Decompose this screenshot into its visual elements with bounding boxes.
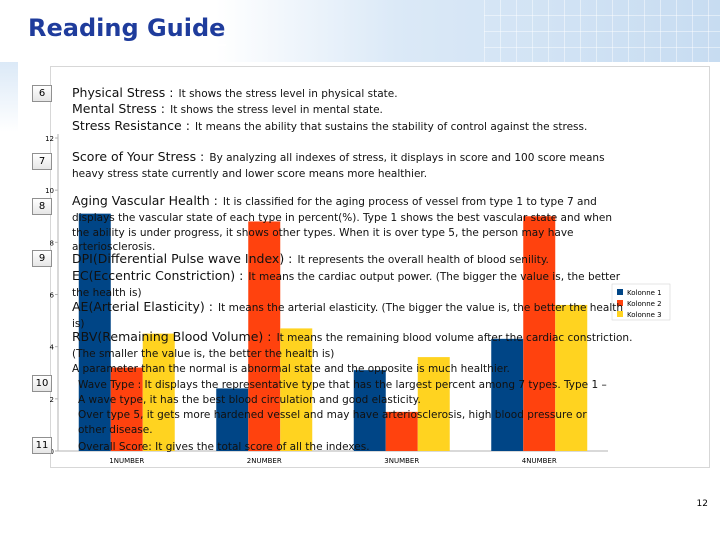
item-ae: AE(Arterial Elasticity) : It means the a… xyxy=(72,296,623,315)
item-desc: It means the ability that sustains the s… xyxy=(195,121,588,133)
item-desc: Overall Score: It gives the total score … xyxy=(78,441,370,453)
header-grid-decoration xyxy=(484,0,720,62)
item-desc: the ability is under progress, it shows … xyxy=(72,227,574,239)
bar-3 xyxy=(142,333,175,451)
x-tick-label: 2NUMBER xyxy=(247,457,282,465)
marker-6: 6 xyxy=(32,85,52,102)
y-tick-label: 2 xyxy=(50,396,54,404)
item-key: Mental Stress : xyxy=(72,101,166,116)
legend-swatch xyxy=(617,300,623,306)
y-tick-label: 10 xyxy=(45,187,54,195)
item-wave-type-line4: other disease. xyxy=(78,418,153,437)
marker-8: 8 xyxy=(32,198,52,215)
legend-label: Kolonne 3 xyxy=(627,311,662,319)
item-physical-stress: Physical Stress : It shows the stress le… xyxy=(72,82,398,101)
y-tick-label: 12 xyxy=(45,135,54,143)
item-key: EC(Eccentric Constriction) : xyxy=(72,268,244,283)
y-tick-label: 4 xyxy=(50,344,55,352)
marker-7: 7 xyxy=(32,153,52,170)
item-desc: (The smaller the value is, the better th… xyxy=(72,348,335,360)
header-band xyxy=(0,0,720,62)
item-desc: It means the remaining blood volume afte… xyxy=(276,332,633,344)
item-ec-line2: the health is) xyxy=(72,281,142,300)
item-stress-resistance: Stress Resistance : It means the ability… xyxy=(72,115,587,134)
item-key: Score of Your Stress : xyxy=(72,149,205,164)
legend-label: Kolonne 1 xyxy=(627,289,662,297)
marker-10: 10 xyxy=(32,375,52,392)
bar-2 xyxy=(385,411,418,451)
bar-3 xyxy=(280,328,313,451)
item-score-line2: heavy stress state currently and lower s… xyxy=(72,162,427,181)
legend-label: Kolonne 2 xyxy=(627,300,662,308)
item-desc: It represents the overall health of bloo… xyxy=(297,254,549,266)
item-score: Score of Your Stress : By analyzing all … xyxy=(72,146,605,165)
item-desc: A parameter than the normal is abnormal … xyxy=(72,363,510,375)
item-desc: is) xyxy=(72,318,85,330)
bar-2 xyxy=(248,221,281,451)
x-tick-label: 4NUMBER xyxy=(522,457,557,465)
item-desc: displays the vascular state of each type… xyxy=(72,212,613,224)
item-key: Aging Vascular Health : xyxy=(72,193,218,208)
item-aging-line3: the ability is under progress, it shows … xyxy=(72,221,574,240)
item-desc: It is classified for the aging process o… xyxy=(222,196,597,208)
bar-1 xyxy=(353,370,386,451)
item-key: Stress Resistance : xyxy=(72,118,190,133)
item-overall-score: Overall Score: It gives the total score … xyxy=(78,435,370,454)
bar-2 xyxy=(523,216,556,451)
item-key: DPI(Differential Pulse wave Index) : xyxy=(72,251,293,266)
x-tick-label: 3NUMBER xyxy=(384,457,419,465)
item-desc: It shows the stress level in physical st… xyxy=(178,88,398,100)
bar-1 xyxy=(491,338,524,451)
item-key: Physical Stress : xyxy=(72,85,174,100)
item-desc: A wave type, it has the best blood circu… xyxy=(78,394,421,406)
page-title: Reading Guide xyxy=(28,14,226,42)
item-rbv: RBV(Remaining Blood Volume) : It means t… xyxy=(72,326,632,345)
marker-11: 11 xyxy=(32,437,52,454)
item-desc: heavy stress state currently and lower s… xyxy=(72,168,428,180)
left-accent-bar xyxy=(0,62,18,132)
item-dpi: DPI(Differential Pulse wave Index) : It … xyxy=(72,248,549,267)
item-wave-type: Wave Type : It displays the representati… xyxy=(78,373,607,392)
y-tick-label: 6 xyxy=(50,292,55,300)
item-wave-type-line2: A wave type, it has the best blood circu… xyxy=(78,388,421,407)
item-desc: the health is) xyxy=(72,287,142,299)
item-aging: Aging Vascular Health : It is classified… xyxy=(72,190,597,209)
item-wave-type-line3: Over type 5, it gets more hardened vesse… xyxy=(78,403,587,422)
x-tick-label: 1NUMBER xyxy=(109,457,144,465)
item-rbv-line3: A parameter than the normal is abnormal … xyxy=(72,357,510,376)
item-key: AE(Arterial Elasticity) : xyxy=(72,299,213,314)
item-ec: EC(Eccentric Constriction) : It means th… xyxy=(72,265,620,284)
item-desc: Wave Type : It displays the representati… xyxy=(78,379,607,391)
item-desc: It means the cardiac output power. (The … xyxy=(248,271,621,283)
item-key: RBV(Remaining Blood Volume) : xyxy=(72,329,272,344)
item-mental-stress: Mental Stress : It shows the stress leve… xyxy=(72,98,383,117)
bar-2 xyxy=(110,367,143,451)
item-desc: By analyzing all indexes of stress, it d… xyxy=(209,152,605,164)
item-desc: It means the arterial elasticity. (The b… xyxy=(218,302,624,314)
legend-swatch xyxy=(617,289,623,295)
title-underline xyxy=(26,44,226,46)
item-ae-line2: is) xyxy=(72,312,84,331)
item-desc: It shows the stress level in mental stat… xyxy=(170,104,383,116)
bar-3 xyxy=(555,304,588,451)
bar-1 xyxy=(78,213,111,451)
bar-3 xyxy=(417,357,450,451)
y-tick-label: 8 xyxy=(50,239,54,247)
item-aging-line2: displays the vascular state of each type… xyxy=(72,206,612,225)
page-number: 12 xyxy=(696,499,708,509)
marker-9: 9 xyxy=(32,250,52,267)
item-desc: Over type 5, it gets more hardened vesse… xyxy=(78,409,587,421)
legend-swatch xyxy=(617,311,623,317)
item-aging-line4: arteriosclerosis. xyxy=(72,235,155,254)
item-rbv-line2: (The smaller the value is, the better th… xyxy=(72,342,334,361)
item-desc: arteriosclerosis. xyxy=(72,241,156,253)
bar-1 xyxy=(216,388,249,451)
item-desc: other disease. xyxy=(78,424,153,436)
